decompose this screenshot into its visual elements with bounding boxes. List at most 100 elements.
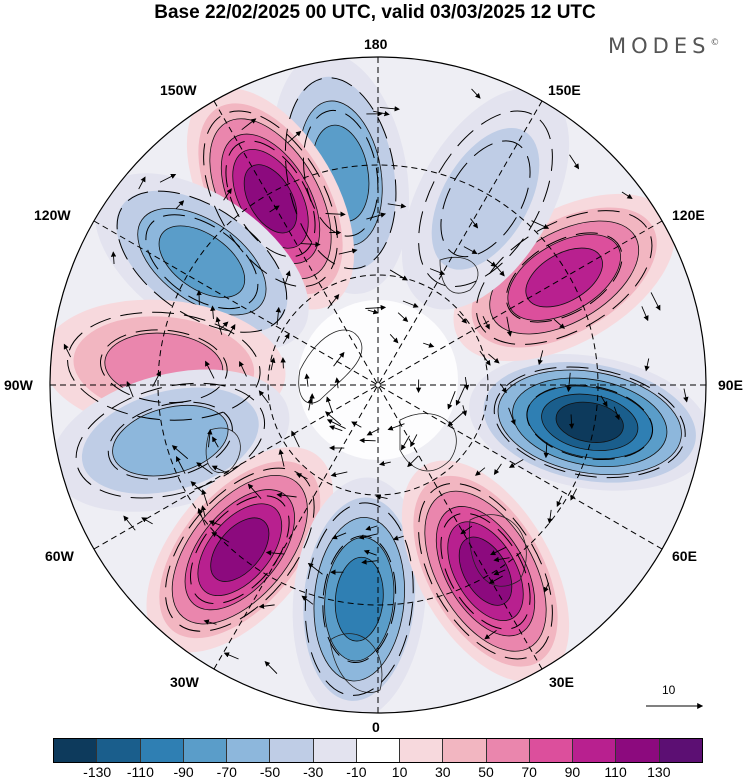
wind-arrow	[447, 412, 464, 427]
wind-arrow	[239, 360, 247, 377]
wind-arrow	[410, 434, 418, 448]
colorbar-tick-label: -30	[303, 764, 324, 780]
wind-arrow	[123, 515, 136, 531]
colorbar-tick-label: 10	[391, 764, 408, 780]
wind-arrow	[600, 395, 608, 407]
wind-arrow	[463, 377, 470, 391]
streamline	[493, 366, 686, 479]
wind-arrow	[457, 313, 468, 324]
wind-arrow	[387, 423, 405, 431]
colorbar-swatch	[356, 739, 401, 762]
wind-arrow	[400, 435, 410, 451]
colorbar-tick-label: 110	[604, 764, 627, 780]
polar-map[interactable]	[0, 0, 750, 735]
wind-arrow	[330, 471, 348, 478]
wind-arrow	[373, 110, 390, 117]
modes-logo: MODES©	[608, 34, 720, 58]
wind-arrow	[196, 462, 213, 475]
colorbar-swatch	[573, 739, 617, 762]
wind-arrow	[429, 268, 446, 276]
colorbar-tick-label: -90	[173, 764, 194, 780]
map-title: Base 22/02/2025 00 UTC, valid 03/03/2025…	[154, 2, 596, 23]
wind-arrow	[553, 318, 565, 329]
wind-arrows	[63, 88, 689, 674]
wind-arrow	[461, 405, 467, 417]
wind-arrow	[508, 407, 516, 426]
wind-arrow	[543, 442, 549, 459]
wind-arrow	[508, 459, 524, 468]
lon-label-180: 180	[364, 36, 388, 52]
wind-arrow	[278, 449, 285, 467]
lon-label-0: 0	[372, 719, 380, 735]
streamline	[418, 110, 553, 288]
wind-arrow	[338, 248, 358, 255]
colorbar-tick-label: -130	[83, 764, 112, 780]
wind-arrow	[547, 509, 553, 524]
wind-arrow	[223, 652, 239, 660]
wind-arrow	[219, 321, 229, 331]
streamline	[107, 401, 233, 480]
wind-arrow	[471, 88, 481, 99]
wind-arrow	[486, 259, 497, 267]
wind-arrow	[359, 437, 376, 444]
colorbar-swatch	[97, 739, 141, 762]
wind-arrow	[300, 241, 321, 248]
wind-arrow	[152, 370, 161, 387]
streamline	[99, 329, 228, 404]
colorbar-swatch	[443, 739, 487, 762]
wind-arrow	[258, 603, 275, 609]
wind-arrow	[282, 333, 290, 344]
streamline	[284, 77, 397, 270]
wind-arrow	[363, 549, 377, 556]
wind-arrow	[241, 118, 257, 131]
colorbar-tick-label: 90	[564, 764, 581, 780]
anomaly-contour	[555, 401, 624, 443]
streamline	[440, 512, 531, 630]
wind-arrow	[264, 660, 278, 674]
wind-arrow	[397, 312, 409, 323]
wind-arrow	[210, 305, 216, 319]
lon-label-120w: 120W	[34, 207, 71, 223]
wind-arrow	[613, 406, 620, 421]
colorbar-tick-label: 30	[435, 764, 451, 780]
wind-arrow	[275, 306, 282, 326]
wind-arrow	[291, 430, 300, 448]
wind-arrow	[329, 425, 343, 432]
colorbar-tick-label: -50	[259, 764, 281, 780]
wind-arrow	[284, 270, 291, 286]
wind-arrow	[326, 396, 333, 414]
streamline	[189, 495, 290, 605]
wind-arrow	[276, 492, 297, 498]
wind-arrow	[223, 188, 232, 201]
lon-label-150w: 150W	[160, 82, 197, 98]
wind-arrow	[295, 473, 308, 480]
streamline	[302, 109, 379, 237]
map-boundary	[49, 56, 707, 714]
anomaly-contour	[158, 225, 246, 298]
wind-arrow	[367, 309, 379, 315]
wind-arrow	[568, 414, 575, 430]
wind-arrow	[375, 494, 388, 500]
wind-arrow	[326, 419, 346, 429]
wind-arrow	[490, 546, 507, 556]
vector-scale-label: 10	[662, 683, 676, 697]
colorbar-swatch	[54, 739, 98, 762]
colorbar	[54, 739, 702, 762]
anomaly-contour	[334, 556, 384, 642]
wind-arrow	[463, 246, 478, 254]
wind-arrow	[176, 456, 186, 474]
lon-label-30w: 30W	[170, 674, 199, 690]
wind-arrow	[287, 130, 302, 144]
lon-label-60w: 60W	[45, 548, 74, 564]
lon-label-120e: 120E	[672, 207, 705, 223]
streamline	[75, 382, 266, 499]
colorbar-tick-label: 50	[478, 764, 494, 780]
wind-arrow	[247, 483, 262, 500]
wind-arrow	[470, 218, 479, 229]
streamlines	[63, 77, 689, 696]
wind-arrow	[566, 372, 572, 393]
wind-arrow	[265, 550, 285, 556]
wind-arrow	[570, 488, 578, 501]
wind-arrow	[200, 505, 207, 517]
wind-arrow	[621, 191, 633, 199]
